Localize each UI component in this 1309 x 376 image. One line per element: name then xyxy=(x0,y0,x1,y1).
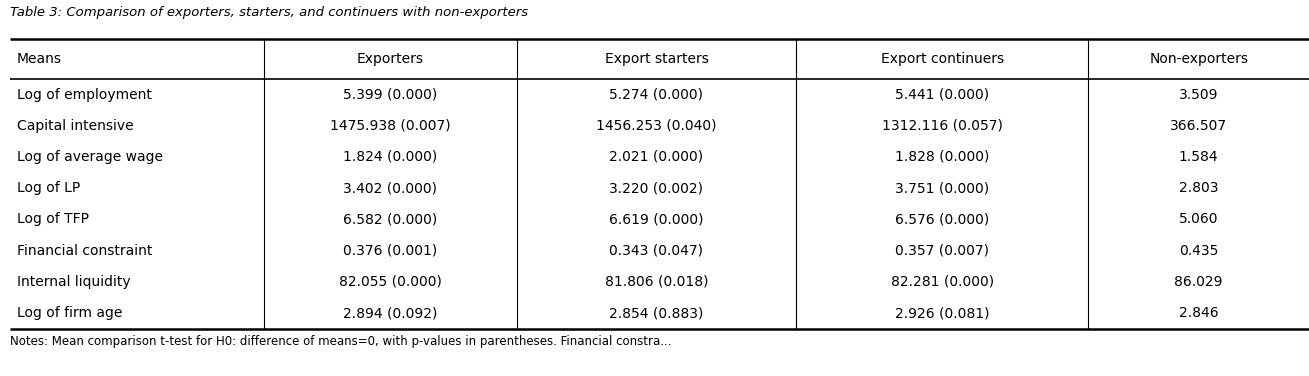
Text: 1.828 (0.000): 1.828 (0.000) xyxy=(895,150,990,164)
Text: Exporters: Exporters xyxy=(357,52,424,66)
Text: 1456.253 (0.040): 1456.253 (0.040) xyxy=(596,119,717,133)
Text: Financial constraint: Financial constraint xyxy=(17,244,152,258)
Text: 2.926 (0.081): 2.926 (0.081) xyxy=(895,306,990,320)
Text: 0.343 (0.047): 0.343 (0.047) xyxy=(610,244,703,258)
Text: Export continuers: Export continuers xyxy=(881,52,1004,66)
Text: 5.060: 5.060 xyxy=(1179,212,1219,226)
Text: Log of TFP: Log of TFP xyxy=(17,212,89,226)
Text: Export starters: Export starters xyxy=(605,52,708,66)
Text: Log of average wage: Log of average wage xyxy=(17,150,164,164)
Text: 82.281 (0.000): 82.281 (0.000) xyxy=(890,275,994,289)
Text: Log of employment: Log of employment xyxy=(17,88,152,102)
Text: Means: Means xyxy=(17,52,62,66)
Text: 366.507: 366.507 xyxy=(1170,119,1228,133)
Text: Internal liquidity: Internal liquidity xyxy=(17,275,131,289)
Text: 1475.938 (0.007): 1475.938 (0.007) xyxy=(330,119,450,133)
Text: Log of firm age: Log of firm age xyxy=(17,306,123,320)
Text: 3.751 (0.000): 3.751 (0.000) xyxy=(895,181,990,195)
Text: 6.619 (0.000): 6.619 (0.000) xyxy=(609,212,704,226)
Text: 2.854 (0.883): 2.854 (0.883) xyxy=(609,306,704,320)
Text: 82.055 (0.000): 82.055 (0.000) xyxy=(339,275,441,289)
Text: 0.357 (0.007): 0.357 (0.007) xyxy=(895,244,990,258)
Text: 6.576 (0.000): 6.576 (0.000) xyxy=(895,212,990,226)
Text: 2.846: 2.846 xyxy=(1179,306,1219,320)
Text: 2.803: 2.803 xyxy=(1179,181,1219,195)
Text: 5.441 (0.000): 5.441 (0.000) xyxy=(895,88,990,102)
Text: 3.402 (0.000): 3.402 (0.000) xyxy=(343,181,437,195)
Text: 1312.116 (0.057): 1312.116 (0.057) xyxy=(882,119,1003,133)
Text: 86.029: 86.029 xyxy=(1174,275,1223,289)
Text: 6.582 (0.000): 6.582 (0.000) xyxy=(343,212,437,226)
Text: Log of LP: Log of LP xyxy=(17,181,80,195)
Text: 0.376 (0.001): 0.376 (0.001) xyxy=(343,244,437,258)
Text: 5.399 (0.000): 5.399 (0.000) xyxy=(343,88,437,102)
Text: 1.584: 1.584 xyxy=(1179,150,1219,164)
Text: 5.274 (0.000): 5.274 (0.000) xyxy=(610,88,703,102)
Text: Non-exporters: Non-exporters xyxy=(1149,52,1247,66)
Text: 3.220 (0.002): 3.220 (0.002) xyxy=(610,181,703,195)
Text: 2.894 (0.092): 2.894 (0.092) xyxy=(343,306,437,320)
Text: 0.435: 0.435 xyxy=(1179,244,1219,258)
Text: 3.509: 3.509 xyxy=(1179,88,1219,102)
Text: Notes: Mean comparison t-test for H0: difference of means=0, with p-values in pa: Notes: Mean comparison t-test for H0: di… xyxy=(10,335,672,349)
Text: 1.824 (0.000): 1.824 (0.000) xyxy=(343,150,437,164)
Text: Capital intensive: Capital intensive xyxy=(17,119,134,133)
Text: 2.021 (0.000): 2.021 (0.000) xyxy=(610,150,703,164)
Text: 81.806 (0.018): 81.806 (0.018) xyxy=(605,275,708,289)
Text: Table 3: Comparison of exporters, starters, and continuers with non-exporters: Table 3: Comparison of exporters, starte… xyxy=(10,6,529,19)
